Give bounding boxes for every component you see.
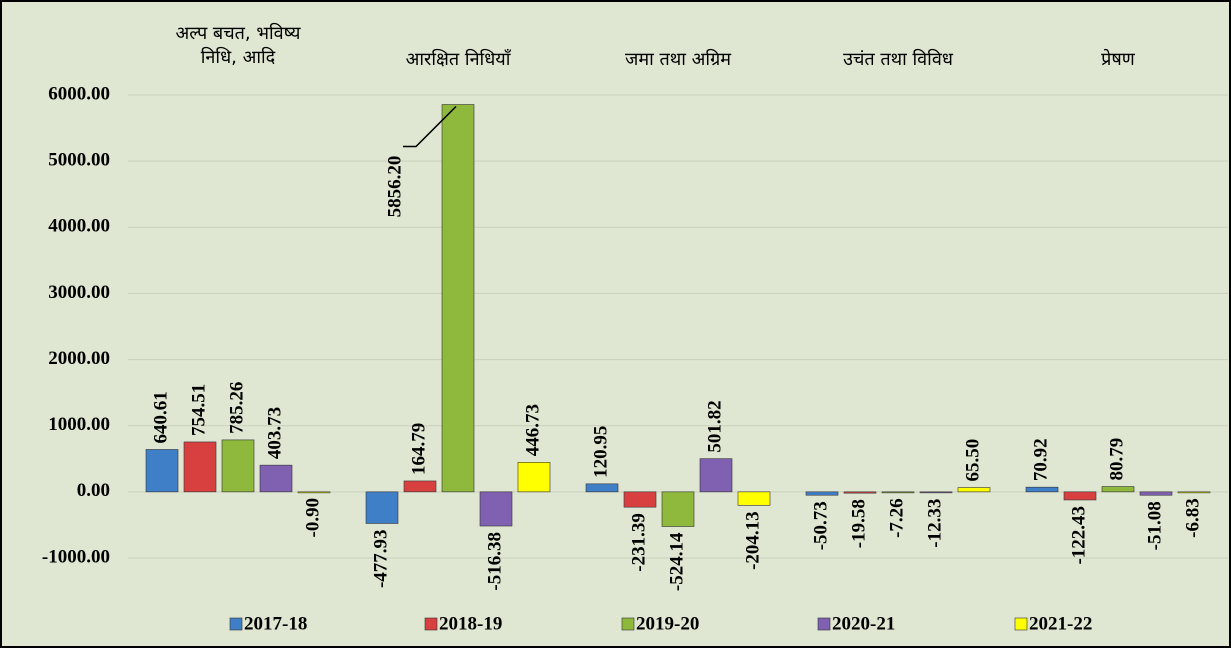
bar	[699, 458, 733, 493]
value-label: 754.51	[188, 384, 209, 436]
bar	[297, 491, 331, 494]
value-label: 65.50	[962, 439, 983, 482]
legend-label: 2021-22	[1029, 613, 1092, 634]
legend-swatch	[424, 617, 438, 631]
value-label: -204.13	[742, 511, 763, 570]
bar	[517, 462, 551, 493]
category-label: अल्प बचत, भविष्य निधि, आदि	[175, 23, 301, 68]
value-label: 403.73	[264, 407, 285, 459]
y-tick-label: 3000.00	[48, 282, 110, 303]
bar	[1139, 491, 1173, 496]
category-label: उचंत तथा विविध	[843, 49, 953, 70]
bar	[623, 491, 657, 508]
value-label: -524.14	[666, 532, 687, 591]
y-tick-label: 5000.00	[48, 150, 110, 171]
bar	[585, 483, 619, 493]
category-label: प्रेषण	[1101, 49, 1135, 70]
value-label: 501.82	[704, 400, 725, 452]
leader-line	[403, 105, 457, 148]
category-label: आरक्षित निधियाँ	[405, 49, 511, 70]
value-label: -122.43	[1068, 506, 1089, 565]
value-label: -0.90	[302, 498, 323, 538]
bar	[365, 491, 399, 524]
bar	[1101, 486, 1135, 493]
bar	[259, 464, 293, 493]
y-tick-label: 1000.00	[48, 414, 110, 435]
value-label: -51.08	[1144, 501, 1165, 550]
value-label: 5856.20	[384, 156, 405, 218]
value-label: 120.95	[590, 426, 611, 478]
y-tick-label: 2000.00	[48, 348, 110, 369]
bar	[183, 441, 217, 493]
y-tick-label: 6000.00	[48, 83, 110, 104]
bar	[479, 491, 513, 527]
bar	[661, 491, 695, 527]
bar	[957, 487, 991, 493]
value-label: 80.79	[1106, 438, 1127, 481]
bar	[737, 491, 771, 506]
bar	[1177, 491, 1211, 494]
value-label: -50.73	[810, 501, 831, 550]
value-label: 164.79	[408, 423, 429, 475]
value-label: -231.39	[628, 513, 649, 572]
legend-swatch	[1014, 617, 1028, 631]
bar	[843, 491, 877, 494]
value-label: -477.93	[370, 529, 391, 588]
legend-label: 2018-19	[439, 613, 502, 634]
value-label: 640.61	[150, 391, 171, 443]
value-label: 446.73	[522, 404, 543, 456]
value-label: -19.58	[848, 499, 869, 548]
legend-label: 2017-18	[244, 613, 307, 634]
y-tick-label: 0.00	[77, 480, 110, 501]
value-label: 785.26	[226, 382, 247, 434]
bar	[145, 449, 179, 493]
bar	[1025, 486, 1059, 493]
bar	[221, 439, 255, 493]
bar	[441, 104, 475, 493]
legend-label: 2020-21	[832, 613, 895, 634]
y-tick-label: 4000.00	[48, 216, 110, 237]
bar	[919, 491, 953, 494]
value-label: 70.92	[1030, 438, 1051, 481]
value-label: -12.33	[924, 499, 945, 548]
value-label: -7.26	[886, 498, 907, 538]
legend-swatch	[817, 617, 831, 631]
legend-label: 2019-20	[636, 613, 699, 634]
bar	[403, 480, 437, 493]
y-tick-label: -1000.00	[42, 546, 110, 567]
category-label: जमा तथा अग्रिम	[625, 49, 731, 70]
legend-swatch	[229, 617, 243, 631]
bar	[805, 491, 839, 496]
bar	[881, 491, 915, 494]
value-label: -6.83	[1182, 498, 1203, 538]
legend-swatch	[621, 617, 635, 631]
bar	[1063, 491, 1097, 501]
value-label: -516.38	[484, 532, 505, 591]
